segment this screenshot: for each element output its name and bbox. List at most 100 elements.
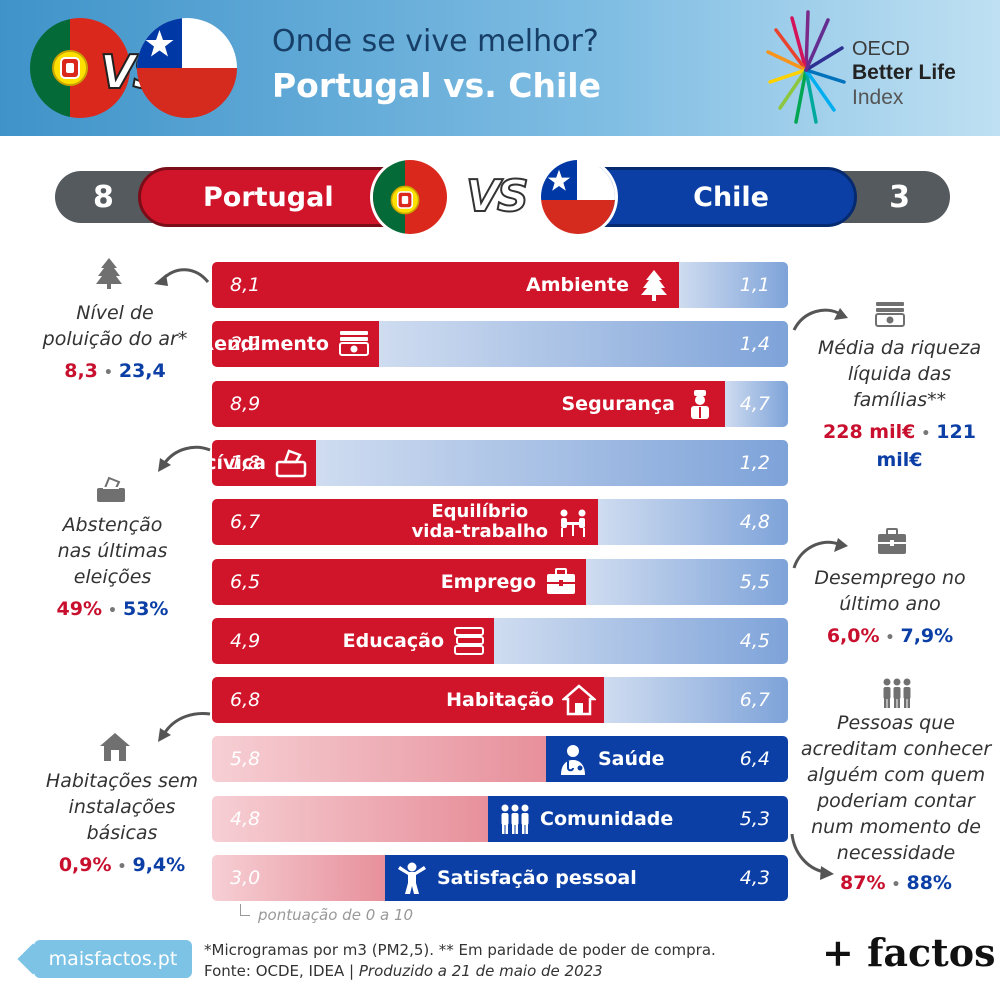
chile-score-label: 4,7 [739, 393, 770, 415]
source-text: Fonte: OCDE, IDEA | [204, 962, 359, 980]
note-unemployment: Desemprego no último ano 6,0% • 7,9% [800, 565, 980, 651]
books-icon [454, 627, 484, 655]
bar-row: 8,1 1,1 Ambiente [212, 262, 788, 308]
police-icon [691, 390, 709, 419]
category-line: vida-trabalho [411, 521, 548, 542]
chile-score-label: 6,7 [739, 689, 770, 711]
chile-value: 7,9% [900, 625, 954, 647]
page-title: Onde se vive melhor? [272, 24, 599, 59]
category-text: Comunidade [540, 808, 674, 830]
category-text: Equilíbrio vida-trabalho [412, 502, 548, 542]
portugal-score-label: 4,8 [230, 808, 261, 830]
oecd-label: OECD [852, 38, 910, 60]
house-icon [562, 684, 596, 716]
note-text: Média da riqueza [817, 337, 982, 359]
note-air-pollution: Nível de poluição do ar* 8,3 • 23,4 [20, 300, 210, 386]
note-values: 8,3 • 23,4 [20, 358, 210, 386]
money-icon [875, 302, 905, 327]
money-icon [339, 331, 369, 356]
category-label: Saúde [556, 736, 665, 782]
category-text: Ambiente [526, 274, 629, 296]
portugal-bar [212, 855, 385, 901]
arrow-icon [790, 833, 834, 880]
separator: • [891, 877, 901, 893]
oecd-better-life: Better Life [852, 61, 956, 84]
tree-icon [641, 270, 667, 301]
portugal-bar [212, 796, 488, 842]
category-label: Participação cívica [212, 440, 308, 486]
note-abstention: Abstenção nas últimas eleições 49% • 53% [30, 512, 195, 624]
note-values: 87% • 88% [792, 870, 1000, 898]
portugal-bar [212, 381, 725, 427]
category-label: Educação [212, 618, 486, 664]
portugal-value: 6,0% [826, 625, 880, 647]
bar-row: 6,8 6,7 Habitação [212, 677, 788, 723]
portugal-value: 49% [56, 598, 103, 620]
chile-bar [385, 855, 788, 901]
chile-value: 88% [906, 872, 952, 894]
page-subtitle: Portugal vs. Chile [272, 66, 601, 105]
category-label: Rendimento [212, 321, 371, 367]
category-text: Habitação [446, 689, 554, 711]
note-text: poderiam contar [817, 790, 975, 812]
portugal-bar [212, 677, 604, 723]
category-line: Equilíbrio [431, 501, 529, 522]
people-icon [501, 804, 529, 834]
chile-bar [679, 262, 788, 308]
note-text: instalações [68, 796, 176, 818]
note-text: Pessoas que [837, 712, 955, 734]
portugal-flag-icon [370, 157, 450, 237]
category-text: Satisfação pessoal [437, 867, 637, 889]
arrow-icon [158, 712, 211, 742]
separator: • [103, 365, 113, 381]
note-values: 49% • 53% [30, 596, 195, 624]
chile-value: 23,4 [118, 360, 166, 382]
note-text: Nível de [76, 302, 154, 324]
portugal-value: 87% [840, 872, 886, 894]
chile-flag-icon [137, 18, 237, 118]
arrow-icon [792, 308, 848, 331]
chile-score-label: 4,8 [739, 511, 770, 533]
scale-note: pontuação de 0 a 10 [258, 906, 414, 924]
portugal-value: 228 mil€ [823, 421, 916, 443]
bar-row: 8,9 4,7 Segurança [212, 381, 788, 427]
tree-icon [96, 258, 122, 289]
bar-row: 6,5 5,5 Emprego [212, 559, 788, 605]
chile-bar [598, 499, 788, 545]
category-label: Equilíbrio vida-trabalho [212, 499, 590, 545]
portugal-value: 8,3 [64, 360, 98, 382]
note-text: básicas [86, 822, 158, 844]
portugal-score-label: 8,1 [230, 274, 261, 296]
briefcase-icon [878, 528, 906, 554]
portugal-score-label: 8,9 [230, 393, 261, 415]
bar-row: 4,9 4,5 Educação [212, 618, 788, 664]
portugal-score-label: 6,8 [230, 689, 261, 711]
portugal-bar [212, 499, 598, 545]
portugal-score-label: 1,8 [230, 452, 261, 474]
scoreboard-vs: VS [465, 170, 530, 223]
bar-row: 5,8 6,4 Saúde [212, 736, 788, 782]
note-wealth: Média da riqueza líquida das famílias** … [802, 335, 997, 473]
header-banner: VS Onde se vive melhor? Portugal vs. Chi… [0, 0, 1000, 136]
portugal-score-label: 2,9 [230, 333, 261, 355]
ballot-icon [275, 449, 307, 478]
note-values: 6,0% • 7,9% [800, 623, 980, 651]
note-support: Pessoas que acreditam conhecer alguém co… [792, 710, 1000, 898]
note-text: necessidade [836, 842, 956, 864]
happy-person-icon [398, 862, 426, 894]
arrow-icon [792, 538, 848, 569]
people-icon [883, 678, 911, 708]
chile-score-label: 1,2 [739, 452, 770, 474]
site-link[interactable]: maisfactos.pt [34, 940, 192, 978]
note-values: 228 mil€ • 121 mil€ [802, 419, 997, 473]
chile-bar [316, 440, 788, 486]
note-text: Desemprego no [814, 567, 966, 589]
chile-value: 53% [122, 598, 169, 620]
category-text: Emprego [440, 571, 536, 593]
chile-score-label: 5,3 [739, 808, 770, 830]
bar-row: 2,9 1,4 Rendimento [212, 321, 788, 367]
bar-row: 3,0 4,3 Satisfação pessoal [212, 855, 788, 901]
source-line: Fonte: OCDE, IDEA | Produzido a 21 de ma… [204, 962, 603, 980]
chile-bar [586, 559, 788, 605]
category-text: Saúde [598, 748, 665, 770]
